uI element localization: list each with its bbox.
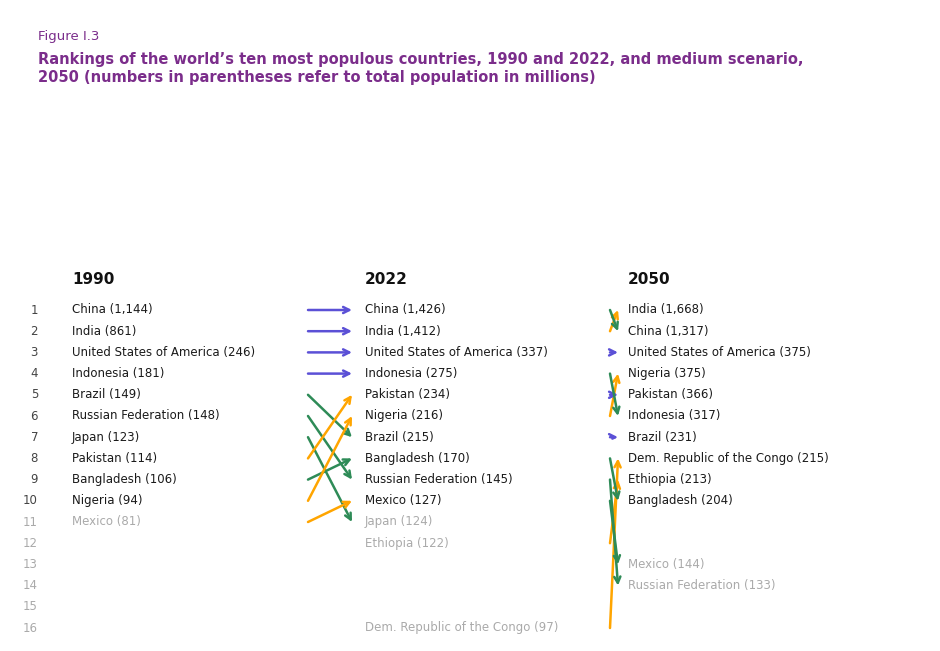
Text: China (1,317): China (1,317): [628, 325, 709, 338]
Text: United States of America (375): United States of America (375): [628, 346, 811, 359]
Text: 10: 10: [24, 494, 38, 507]
Text: Ethiopia (213): Ethiopia (213): [628, 473, 712, 486]
Text: Bangladesh (170): Bangladesh (170): [365, 452, 470, 465]
Text: 16: 16: [23, 622, 38, 635]
Text: 4: 4: [30, 367, 38, 380]
Text: Nigeria (94): Nigeria (94): [72, 494, 143, 507]
Text: India (1,412): India (1,412): [365, 325, 441, 338]
Text: Brazil (215): Brazil (215): [365, 431, 433, 444]
Text: Japan (123): Japan (123): [72, 431, 140, 444]
Text: Mexico (127): Mexico (127): [365, 494, 442, 507]
Text: Pakistan (366): Pakistan (366): [628, 388, 713, 401]
Text: Ethiopia (122): Ethiopia (122): [365, 536, 448, 549]
Text: 1: 1: [30, 303, 38, 316]
Text: 1990: 1990: [72, 273, 115, 288]
Text: Figure I.3: Figure I.3: [38, 30, 100, 43]
Text: 7: 7: [30, 431, 38, 444]
Text: United States of America (246): United States of America (246): [72, 346, 255, 359]
Text: Russian Federation (148): Russian Federation (148): [72, 409, 220, 422]
Text: 11: 11: [23, 516, 38, 529]
Text: Indonesia (275): Indonesia (275): [365, 367, 458, 380]
Text: Mexico (81): Mexico (81): [72, 516, 141, 529]
Text: Dem. Republic of the Congo (97): Dem. Republic of the Congo (97): [365, 622, 558, 635]
Text: 2022: 2022: [365, 273, 408, 288]
Text: Nigeria (375): Nigeria (375): [628, 367, 706, 380]
Text: Rankings of the world’s ten most populous countries, 1990 and 2022, and medium s: Rankings of the world’s ten most populou…: [38, 52, 804, 67]
Text: Russian Federation (145): Russian Federation (145): [365, 473, 512, 486]
Text: 2050 (numbers in parentheses refer to total population in millions): 2050 (numbers in parentheses refer to to…: [38, 70, 596, 85]
Text: Russian Federation (133): Russian Federation (133): [628, 579, 776, 592]
Text: 2050: 2050: [628, 273, 670, 288]
Text: United States of America (337): United States of America (337): [365, 346, 548, 359]
Text: 8: 8: [31, 452, 38, 465]
Text: India (1,668): India (1,668): [628, 303, 704, 316]
Text: 12: 12: [23, 536, 38, 549]
Text: Bangladesh (106): Bangladesh (106): [72, 473, 177, 486]
Text: Indonesia (181): Indonesia (181): [72, 367, 164, 380]
Text: Pakistan (234): Pakistan (234): [365, 388, 450, 401]
Text: China (1,144): China (1,144): [72, 303, 152, 316]
Text: Dem. Republic of the Congo (215): Dem. Republic of the Congo (215): [628, 452, 829, 465]
Text: 9: 9: [30, 473, 38, 486]
Text: Nigeria (216): Nigeria (216): [365, 409, 443, 422]
Text: 2: 2: [30, 325, 38, 338]
Text: 14: 14: [23, 579, 38, 592]
Text: China (1,426): China (1,426): [365, 303, 446, 316]
Text: 13: 13: [24, 558, 38, 571]
Text: Mexico (144): Mexico (144): [628, 558, 704, 571]
Text: Japan (124): Japan (124): [365, 516, 433, 529]
Text: 5: 5: [31, 388, 38, 401]
Text: 15: 15: [24, 600, 38, 613]
Text: Bangladesh (204): Bangladesh (204): [628, 494, 733, 507]
Text: Indonesia (317): Indonesia (317): [628, 409, 720, 422]
Text: 6: 6: [30, 409, 38, 422]
Text: Brazil (149): Brazil (149): [72, 388, 141, 401]
Text: Pakistan (114): Pakistan (114): [72, 452, 157, 465]
Text: 3: 3: [31, 346, 38, 359]
Text: India (861): India (861): [72, 325, 136, 338]
Text: Brazil (231): Brazil (231): [628, 431, 697, 444]
